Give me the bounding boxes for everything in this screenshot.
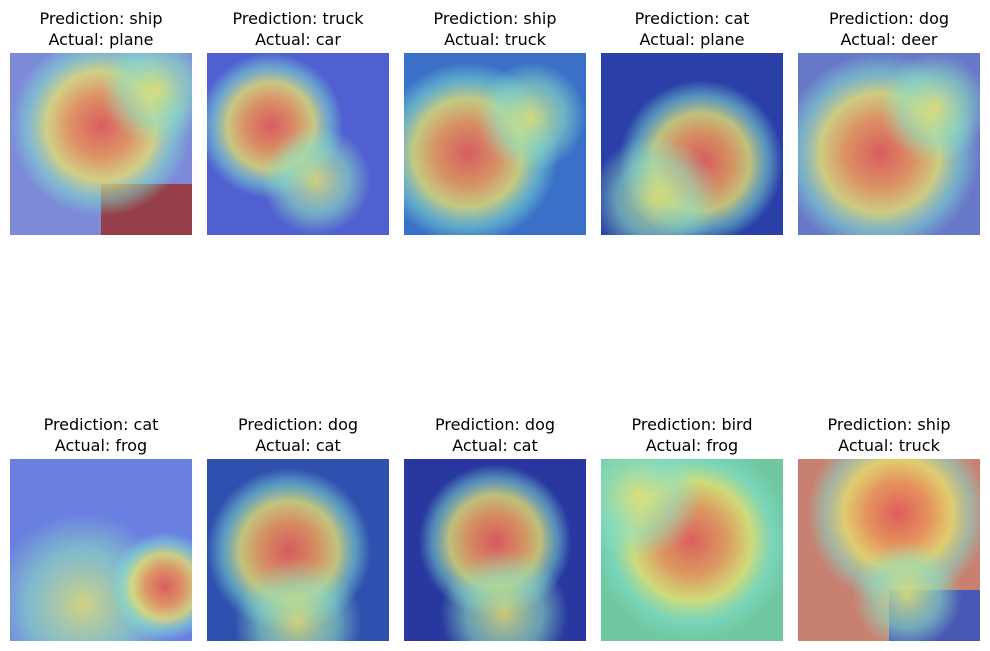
prediction-label: Prediction: dog [435,415,555,434]
heatmap-blob [601,134,720,235]
actual-label: Actual: frog [55,436,147,455]
heatmap-image [207,459,389,641]
heatmap-blob [110,531,192,641]
heatmap-image [601,53,783,235]
prediction-label: Prediction: dog [829,9,949,28]
heatmap-blob [852,540,962,641]
panel: Prediction: dog Actual: cat [207,415,389,641]
panel: Prediction: ship Actual: truck [798,415,980,641]
prediction-label: Prediction: dog [238,415,358,434]
actual-label: Actual: car [255,30,341,49]
actual-label: Actual: deer [840,30,937,49]
heatmap-image [601,459,783,641]
heatmap-image [798,459,980,641]
panel: Prediction: bird Actual: frog [601,415,783,641]
heatmap-blob [476,62,586,172]
actual-label: Actual: plane [49,30,154,49]
actual-label: Actual: frog [646,436,738,455]
panel: Prediction: ship Actual: truck [404,9,586,235]
actual-label: Actual: plane [640,30,745,49]
actual-label: Actual: truck [444,30,546,49]
actual-label: Actual: cat [452,436,537,455]
actual-label: Actual: truck [838,436,940,455]
heatmap-image [10,53,192,235]
heatmap-blob [234,559,362,641]
panel: Prediction: cat Actual: frog [10,415,192,641]
heatmap-image [10,459,192,641]
panel: Prediction: dog Actual: deer [798,9,980,235]
actual-label: Actual: cat [255,436,340,455]
prediction-label: Prediction: truck [232,9,364,28]
heatmap-blob [879,53,980,163]
prediction-label: Prediction: ship [39,9,162,28]
heatmap-blob [601,459,702,560]
panel: Prediction: dog Actual: cat [404,415,586,641]
prediction-label: Prediction: ship [827,415,950,434]
heatmap-image [404,459,586,641]
panel: Prediction: cat Actual: plane [601,9,783,235]
heatmap-blob [261,125,371,235]
prediction-label: Prediction: cat [635,9,750,28]
prediction-label: Prediction: bird [631,415,752,434]
panel: Prediction: ship Actual: plane [10,9,192,235]
heatmap-blob [101,53,192,144]
heatmap-blob [440,550,568,641]
panel: Prediction: truck Actual: car [207,9,389,235]
heatmap-image [404,53,586,235]
prediction-label: Prediction: ship [433,9,556,28]
heatmap-image [798,53,980,235]
prediction-label: Prediction: cat [44,415,159,434]
heatmap-image [207,53,389,235]
